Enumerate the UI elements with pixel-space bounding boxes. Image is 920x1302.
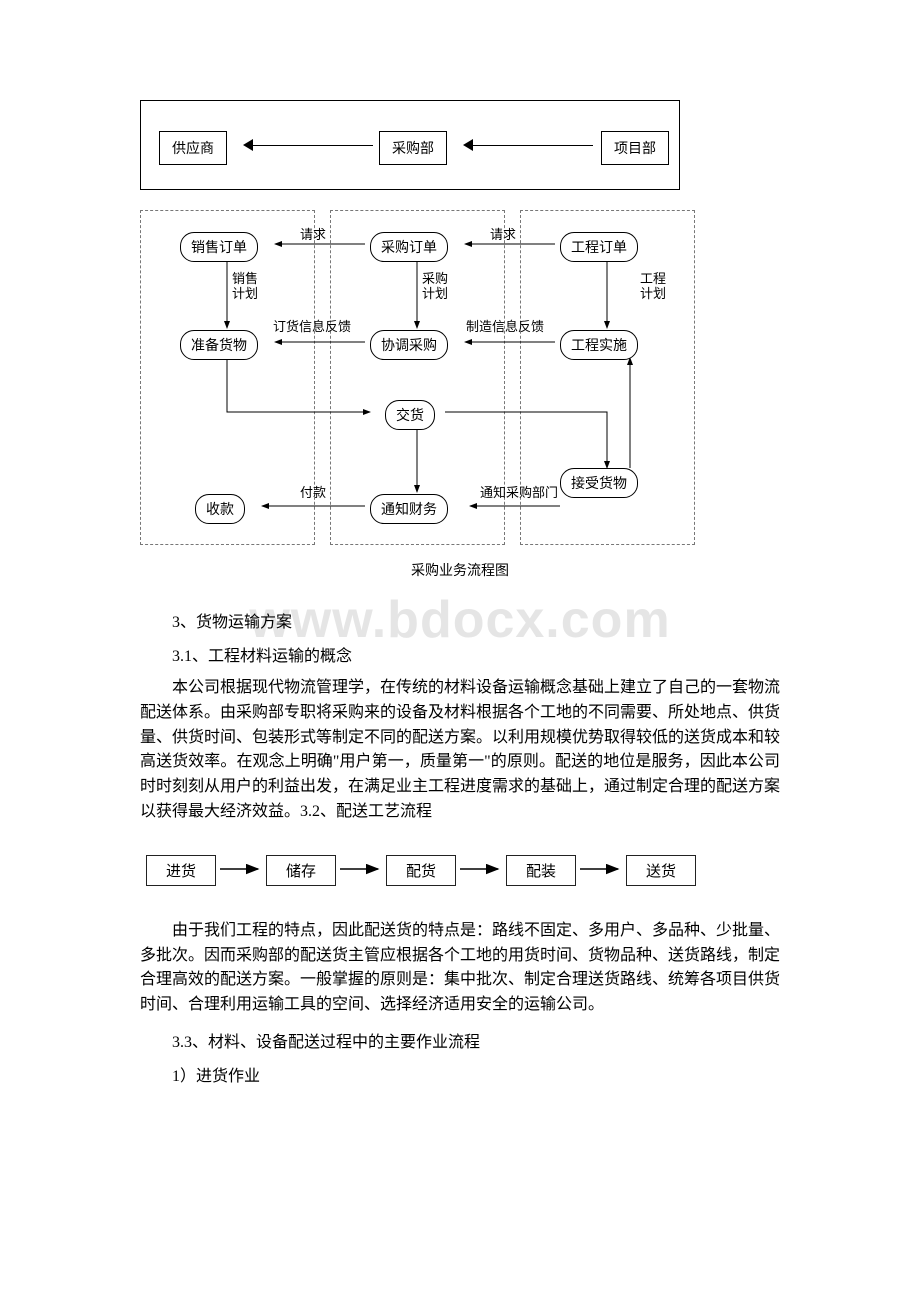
heading-3-3: 3.3、材料、设备配送过程中的主要作业流程 xyxy=(140,1028,780,1052)
box-pick: 配货 xyxy=(386,855,456,886)
heading-3: 3、货物运输方案 xyxy=(140,608,780,632)
node-project-impl: 工程实施 xyxy=(560,330,638,360)
arrow-line xyxy=(473,145,593,146)
label-order-feedback: 订货信息反馈 xyxy=(273,316,351,335)
box-project: 项目部 xyxy=(601,131,669,165)
node-coord-purchase: 协调采购 xyxy=(370,330,448,360)
box-supplier: 供应商 xyxy=(159,131,227,165)
label-sales-plan: 销售计划 xyxy=(232,272,258,302)
node-sales-order: 销售订单 xyxy=(180,232,258,262)
box-purchasing: 采购部 xyxy=(379,131,447,165)
label-mfg-feedback: 制造信息反馈 xyxy=(466,316,544,335)
node-prepare-goods: 准备货物 xyxy=(180,330,258,360)
diagram2-caption: 采购业务流程图 xyxy=(140,560,780,580)
heading-3-1: 3.1、工程材料运输的概念 xyxy=(140,642,780,666)
label-notify-dept: 通知采购部门 xyxy=(480,482,558,501)
heading-3-3-1: 1）进货作业 xyxy=(140,1062,780,1086)
box-ship: 送货 xyxy=(626,855,696,886)
diagram-procurement-flow: 销售订单 准备货物 收款 采购订单 协调采购 交货 通知财务 工程订单 工程实施… xyxy=(140,210,700,550)
node-notify-finance: 通知财务 xyxy=(370,494,448,524)
label-project-plan: 工程计划 xyxy=(640,272,666,302)
label-request1: 请求 xyxy=(300,224,326,243)
para-2: 由于我们工程的特点，因此配送货的特点是：路线不固定、多用户、多品种、少批量、多批… xyxy=(140,919,780,1018)
node-purchase-order: 采购订单 xyxy=(370,232,448,262)
arrow-left-icon xyxy=(243,139,253,151)
diagram-supplier-chain: 供应商 采购部 项目部 xyxy=(140,100,680,190)
box-store: 储存 xyxy=(266,855,336,886)
node-project-order: 工程订单 xyxy=(560,232,638,262)
node-deliver: 交货 xyxy=(385,400,435,430)
node-accept-goods: 接受货物 xyxy=(560,468,638,498)
box-in: 进货 xyxy=(146,855,216,886)
arrow-left-icon xyxy=(463,139,473,151)
arrow-line xyxy=(253,145,373,146)
para-1: 本公司根据现代物流管理学，在传统的材料设备运输概念基础上建立了自己的一套物流配送… xyxy=(140,676,780,825)
box-pack: 配装 xyxy=(506,855,576,886)
label-payment: 付款 xyxy=(300,482,326,501)
diagram-delivery-pipeline: 进货 储存 配货 配装 送货 xyxy=(140,845,700,895)
label-purchase-plan: 采购计划 xyxy=(422,272,448,302)
node-receipt: 收款 xyxy=(195,494,245,524)
label-request2: 请求 xyxy=(490,224,516,243)
